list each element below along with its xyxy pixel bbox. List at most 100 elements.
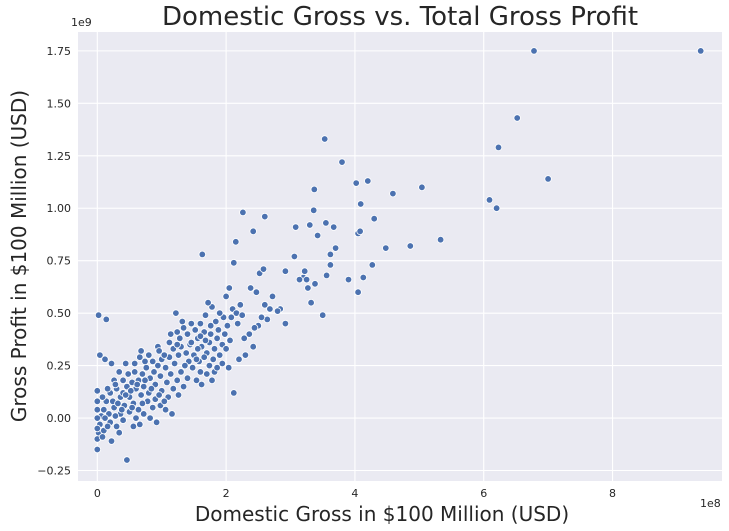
data-point [240,334,248,342]
data-point [249,343,257,351]
chart-title: Domestic Gross vs. Total Gross Profit [162,2,638,32]
data-point [206,322,215,330]
x-tick-label: 8 [609,487,616,500]
data-point [102,315,110,324]
data-point [94,311,103,319]
data-point [494,143,503,152]
data-point [221,330,229,338]
y-axis-offset-label: 1e9 [71,16,92,29]
data-point [368,261,376,269]
data-point [233,319,242,328]
data-point [118,406,126,414]
data-point [103,422,112,431]
data-point [213,334,221,342]
data-point [138,399,147,408]
data-point [192,355,201,363]
data-point [93,397,101,405]
data-point [418,183,426,191]
data-point [155,391,163,399]
data-point [203,370,211,378]
data-point [172,309,180,317]
data-point [322,271,331,280]
data-point [232,238,240,246]
data-point [178,317,186,326]
data-point [238,311,246,319]
data-point [93,406,101,414]
data-point [107,437,116,445]
data-point [313,231,322,240]
data-point [306,221,314,229]
data-point [137,347,145,355]
data-point [156,372,165,380]
data-point [218,359,226,368]
data-point [290,252,299,261]
data-point [119,416,127,424]
data-point [352,179,360,187]
data-point [148,357,157,366]
data-point [214,326,223,334]
data-point [111,412,120,420]
data-point [176,334,184,342]
y-tick-label: 1.50 [47,97,72,110]
data-point [196,368,205,376]
data-point [160,351,168,359]
y-tick-label: 1.75 [47,45,72,58]
data-point [93,424,101,433]
data-point [235,355,243,363]
data-point [338,158,346,166]
x-axis-offset-label: 1e8 [700,497,721,510]
data-point [252,288,261,296]
data-point [133,380,141,389]
data-point [200,353,208,361]
data-point [364,177,372,185]
data-point [225,284,233,292]
data-point [111,380,120,389]
data-point [544,175,552,183]
data-point [201,311,210,319]
data-point [181,361,189,370]
y-axis-label: Gross Profit in $100 Million (USD) [7,90,31,422]
data-point [311,280,319,288]
data-point [187,338,195,347]
data-point [173,340,181,349]
data-point [281,267,290,275]
data-point [281,319,290,328]
data-point [98,433,107,441]
data-point [93,445,101,454]
data-point [236,301,244,309]
data-point [230,259,238,267]
data-point [194,345,202,353]
data-point [142,364,150,372]
data-point [124,370,132,378]
data-point [224,364,233,372]
data-point [139,410,148,418]
data-point [301,267,309,275]
data-point [485,196,494,204]
data-point [250,324,259,332]
data-point [101,414,109,422]
data-point [138,370,147,378]
data-point [96,351,104,359]
data-point [222,292,230,301]
data-point [201,336,210,345]
data-point [697,47,705,55]
data-point [150,368,158,376]
data-point [344,275,353,284]
data-point [357,200,365,208]
data-point [331,244,340,252]
data-point [130,359,139,368]
x-tick-label: 4 [351,487,358,500]
data-point [152,418,161,426]
data-point [160,397,168,405]
data-point [206,330,215,338]
data-point [222,345,230,353]
data-point [227,313,235,321]
data-point [273,307,282,315]
data-point [319,311,327,319]
data-point [103,385,112,393]
data-point [139,382,148,391]
data-point [148,403,157,412]
data-point [382,244,390,252]
data-point [204,299,212,307]
